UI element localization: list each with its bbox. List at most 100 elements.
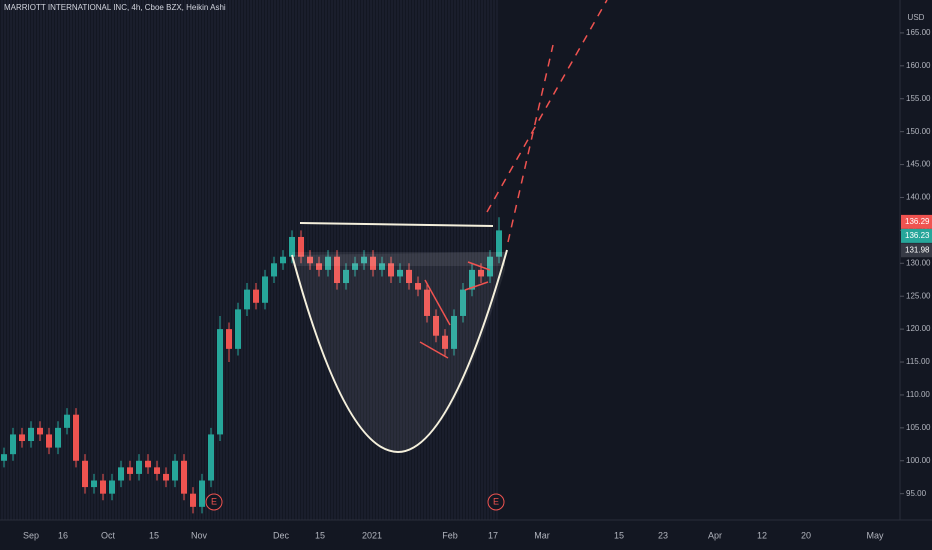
candle-body	[64, 414, 70, 428]
x-tick-label: 23	[658, 530, 668, 540]
candle-body	[55, 427, 61, 448]
earnings-marker: E	[487, 493, 505, 511]
cup-curve	[291, 249, 508, 454]
candle-body	[91, 480, 97, 488]
price-label-box	[901, 243, 932, 258]
candle-body	[46, 434, 52, 448]
y-tick-label: 100.00	[906, 456, 931, 465]
candle-body	[145, 460, 151, 468]
y-tick-label: 95.00	[906, 489, 927, 498]
candle-body	[217, 329, 223, 435]
candle-body	[199, 480, 205, 507]
candle-body	[82, 460, 88, 488]
candle-body	[37, 427, 43, 435]
y-tick-label: 155.00	[906, 94, 931, 103]
x-tick-label: 15	[149, 530, 159, 540]
x-tick-label: Feb	[442, 530, 458, 540]
candle-body	[208, 434, 214, 481]
marker-circle	[205, 493, 223, 511]
candle-body	[388, 263, 394, 277]
candle-body	[190, 493, 196, 507]
candle-body	[154, 467, 160, 474]
candle-body	[433, 315, 439, 336]
projection-line	[486, 0, 608, 213]
price-label: 131.98	[905, 245, 930, 254]
y-tick-label: 105.00	[906, 423, 931, 432]
candle-body	[19, 434, 25, 442]
flag-line	[467, 261, 491, 271]
x-tick-label: Oct	[101, 530, 116, 540]
y-tick-label: 150.00	[906, 127, 931, 136]
candle-body	[244, 289, 250, 310]
candle-body	[289, 236, 295, 257]
y-tick-label: 125.00	[906, 291, 931, 300]
candle-body	[163, 473, 169, 481]
chart-title: MARRIOTT INTERNATIONAL INC, 4h, Cboe BZX…	[4, 3, 226, 12]
x-tick-label: Sep	[23, 530, 39, 540]
price-label: 136.29	[905, 217, 930, 226]
candle-body	[352, 263, 358, 270]
marker-label: E	[493, 496, 499, 506]
candle-body	[172, 460, 178, 481]
x-tick-label: 20	[801, 530, 811, 540]
x-tick-label: 15	[614, 530, 624, 540]
y-tick-label: 140.00	[906, 193, 931, 202]
candle-body	[127, 467, 133, 474]
rim-band	[292, 252, 505, 266]
candle-body	[307, 256, 313, 264]
candle-body	[298, 236, 304, 257]
x-tick-label: 15	[315, 530, 325, 540]
candle-body	[325, 256, 331, 270]
candle-body	[136, 460, 142, 474]
candle-body	[442, 335, 448, 349]
x-tick-label: 12	[757, 530, 767, 540]
candle-body	[424, 289, 430, 316]
drawings	[291, 0, 608, 454]
y-tick-label: 165.00	[906, 28, 931, 37]
marker-circle	[487, 493, 505, 511]
candle-body	[460, 289, 466, 316]
candle-body	[118, 467, 124, 481]
candle-body	[253, 289, 259, 303]
candle-body	[334, 256, 340, 284]
x-tick-label: 16	[58, 530, 68, 540]
marker-label: E	[211, 496, 217, 506]
y-tick-label: 115.00	[906, 357, 930, 366]
projection-line	[507, 44, 554, 243]
candle-body	[379, 263, 385, 270]
y-tick-label: 160.00	[906, 61, 931, 70]
x-tick-label: Dec	[273, 530, 290, 540]
candle-body	[181, 460, 187, 494]
candle-body	[469, 269, 475, 290]
candle-body	[262, 276, 268, 303]
price-label-box	[901, 228, 932, 243]
candle-body	[316, 263, 322, 270]
earnings-marker: E	[205, 493, 223, 511]
flag-line	[464, 281, 489, 291]
candle-body	[109, 480, 115, 494]
y-tick-label: 130.00	[906, 258, 931, 267]
candle-body	[343, 269, 349, 284]
candle-body	[28, 427, 34, 442]
candle-body	[226, 329, 232, 349]
rim-line	[299, 222, 494, 227]
candle-body	[361, 256, 367, 264]
candle-body	[487, 256, 493, 277]
candle-body	[406, 269, 412, 284]
x-tick-label: Mar	[534, 530, 550, 540]
x-tick-label: Nov	[191, 530, 208, 540]
candle-body	[100, 480, 106, 494]
currency-label[interactable]: USD	[908, 13, 925, 22]
candle-body	[10, 434, 16, 455]
candle-body	[478, 269, 484, 277]
price-label: 136.23	[905, 231, 930, 240]
x-tick-label: 17	[488, 530, 498, 540]
x-tick-label: Apr	[708, 530, 722, 540]
wedge-line	[419, 341, 449, 359]
candle-body	[271, 263, 277, 277]
candle-body	[73, 414, 79, 461]
candle-body	[397, 269, 403, 277]
candle-body	[370, 256, 376, 270]
